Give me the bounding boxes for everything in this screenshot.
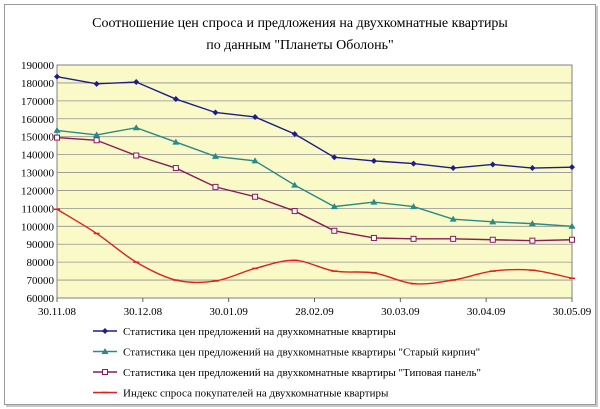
data-point — [132, 124, 140, 131]
legend-label: Статистика цен предложений на двухкомнат… — [123, 367, 481, 379]
data-point — [450, 235, 457, 242]
x-tick-label: 28.02.09 — [295, 306, 334, 318]
data-point — [291, 181, 299, 188]
series-line — [56, 136, 573, 242]
y-tick-label: 140000 — [21, 150, 55, 162]
data-point — [93, 131, 101, 138]
y-tick-label: 110000 — [21, 203, 54, 215]
x-tick-label: 30.12.08 — [124, 306, 163, 318]
data-point — [489, 236, 496, 243]
y-axis: 60000 70000 80000 90000 100000 110000 120000 13… — [21, 60, 55, 305]
x-tick-label: 30.04.09 — [467, 306, 506, 318]
data-point — [102, 369, 108, 375]
legend-item: Статистика цен предложений на двухкомнат… — [93, 326, 396, 338]
series-2 — [53, 124, 576, 229]
chart-frame: Соотношение цен спроса и предложения на … — [4, 4, 596, 405]
data-point — [449, 215, 457, 222]
data-point — [529, 237, 536, 244]
y-tick-label: 90000 — [27, 239, 55, 251]
plot-area — [56, 64, 573, 299]
gridlines — [57, 82, 572, 281]
data-point — [212, 183, 219, 190]
data-point — [93, 137, 100, 144]
data-point — [172, 96, 179, 103]
y-tick-label: 100000 — [21, 221, 55, 233]
data-point — [410, 160, 417, 167]
data-point — [569, 236, 575, 243]
data-point — [252, 113, 259, 120]
chart-title: Соотношение цен спроса и предложения на … — [92, 16, 508, 53]
y-tick-label: 120000 — [21, 185, 55, 197]
data-point — [331, 227, 338, 234]
data-point — [410, 203, 418, 210]
legend-label: Статистика цен предложений на двухкомнат… — [123, 326, 396, 338]
legend-item: Индекс спроса покупателей на двухкомнатн… — [93, 388, 389, 400]
x-axis: 30.11.08 30.12.08 30.01.09 28.02.09 30.03.09… — [38, 298, 592, 318]
x-tick-label: 30.03.09 — [381, 306, 420, 318]
series-line — [56, 208, 573, 285]
data-point — [529, 165, 536, 172]
data-point — [489, 161, 496, 168]
legend-label: Статистика цен предложений на двухкомнат… — [123, 347, 480, 359]
data-point — [93, 80, 100, 87]
data-point — [291, 131, 298, 138]
series-4 — [54, 208, 575, 285]
data-point — [370, 234, 377, 241]
legend-label: Индекс спроса покупателей на двухкомнатн… — [123, 388, 389, 400]
x-tick-label: 30.01.09 — [209, 306, 248, 318]
data-point — [54, 134, 60, 141]
data-point — [370, 157, 377, 164]
data-point — [54, 73, 60, 80]
y-tick-label: 180000 — [21, 78, 55, 90]
data-point — [101, 348, 109, 354]
y-tick-label: 60000 — [27, 293, 55, 305]
legend: Статистика цен предложений на двухкомнат… — [93, 326, 481, 400]
data-point — [172, 165, 179, 172]
legend-item: Статистика цен предложений на двухкомнат… — [93, 347, 480, 359]
data-point — [212, 109, 219, 116]
data-point — [53, 126, 61, 133]
y-tick-label: 170000 — [21, 96, 55, 108]
data-point — [211, 152, 219, 159]
data-point — [133, 152, 140, 159]
y-tick-label: 190000 — [21, 60, 55, 72]
data-point — [568, 222, 576, 229]
data-point — [489, 218, 497, 225]
x-tick-label: 30.05.09 — [553, 306, 592, 318]
data-point — [528, 220, 536, 227]
data-point — [410, 235, 417, 242]
x-tick-label: 30.11.08 — [38, 306, 77, 318]
series-3 — [54, 134, 575, 244]
y-tick-label: 80000 — [27, 257, 55, 269]
y-tick-label: 160000 — [21, 114, 55, 126]
chart-title-line-2: по данным "Планеты Оболонь" — [206, 38, 393, 53]
data-point — [102, 328, 108, 334]
data-point — [251, 157, 259, 164]
data-point — [331, 154, 338, 161]
data-point — [330, 203, 338, 210]
y-tick-label: 130000 — [21, 168, 55, 180]
data-point — [133, 79, 140, 86]
data-point — [172, 138, 180, 145]
data-point — [450, 165, 457, 172]
series-layer — [53, 73, 576, 285]
series-line — [56, 75, 573, 169]
data-point — [370, 198, 378, 205]
series-1 — [54, 73, 575, 172]
data-point — [569, 164, 575, 171]
chart-title-line-1: Соотношение цен спроса и предложения на … — [92, 16, 508, 31]
y-tick-label: 150000 — [21, 132, 55, 144]
series-line — [56, 127, 573, 228]
chart-svg: Соотношение цен спроса и предложения на … — [21, 16, 592, 400]
legend-item: Статистика цен предложений на двухкомнат… — [93, 367, 481, 379]
data-point — [291, 208, 298, 215]
y-tick-label: 70000 — [27, 275, 55, 287]
data-point — [252, 193, 259, 200]
